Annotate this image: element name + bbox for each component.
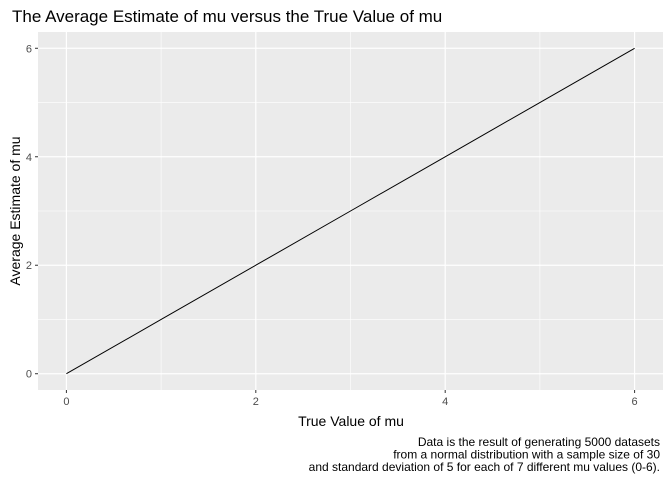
x-tick-label: 0 <box>63 396 69 408</box>
caption-line: and standard deviation of 5 for each of … <box>309 460 660 474</box>
y-tick-label: 6 <box>26 43 32 55</box>
x-tick-label: 6 <box>632 396 638 408</box>
caption-line: Data is the result of generating 5000 da… <box>418 435 660 449</box>
x-tick-label: 2 <box>253 396 259 408</box>
series-line-0 <box>66 47 635 375</box>
y-axis-title: Average Estimate of mu <box>7 136 23 285</box>
x-tick-label: 4 <box>442 396 448 408</box>
y-tick-label: 2 <box>26 260 32 272</box>
caption-line: from a normal distribution with a sample… <box>393 448 660 462</box>
tick-labels: 0 2 4 6 0 2 4 6 <box>26 43 638 408</box>
series-layer <box>66 47 635 375</box>
x-axis-title: True Value of mu <box>298 413 404 429</box>
chart-title: The Average Estimate of mu versus the Tr… <box>12 7 442 26</box>
y-tick-label: 4 <box>26 152 32 164</box>
y-tick-label: 0 <box>26 369 32 381</box>
grid-major <box>38 32 663 390</box>
caption: Data is the result of generating 5000 da… <box>309 435 661 474</box>
axis-ticks <box>35 47 636 393</box>
